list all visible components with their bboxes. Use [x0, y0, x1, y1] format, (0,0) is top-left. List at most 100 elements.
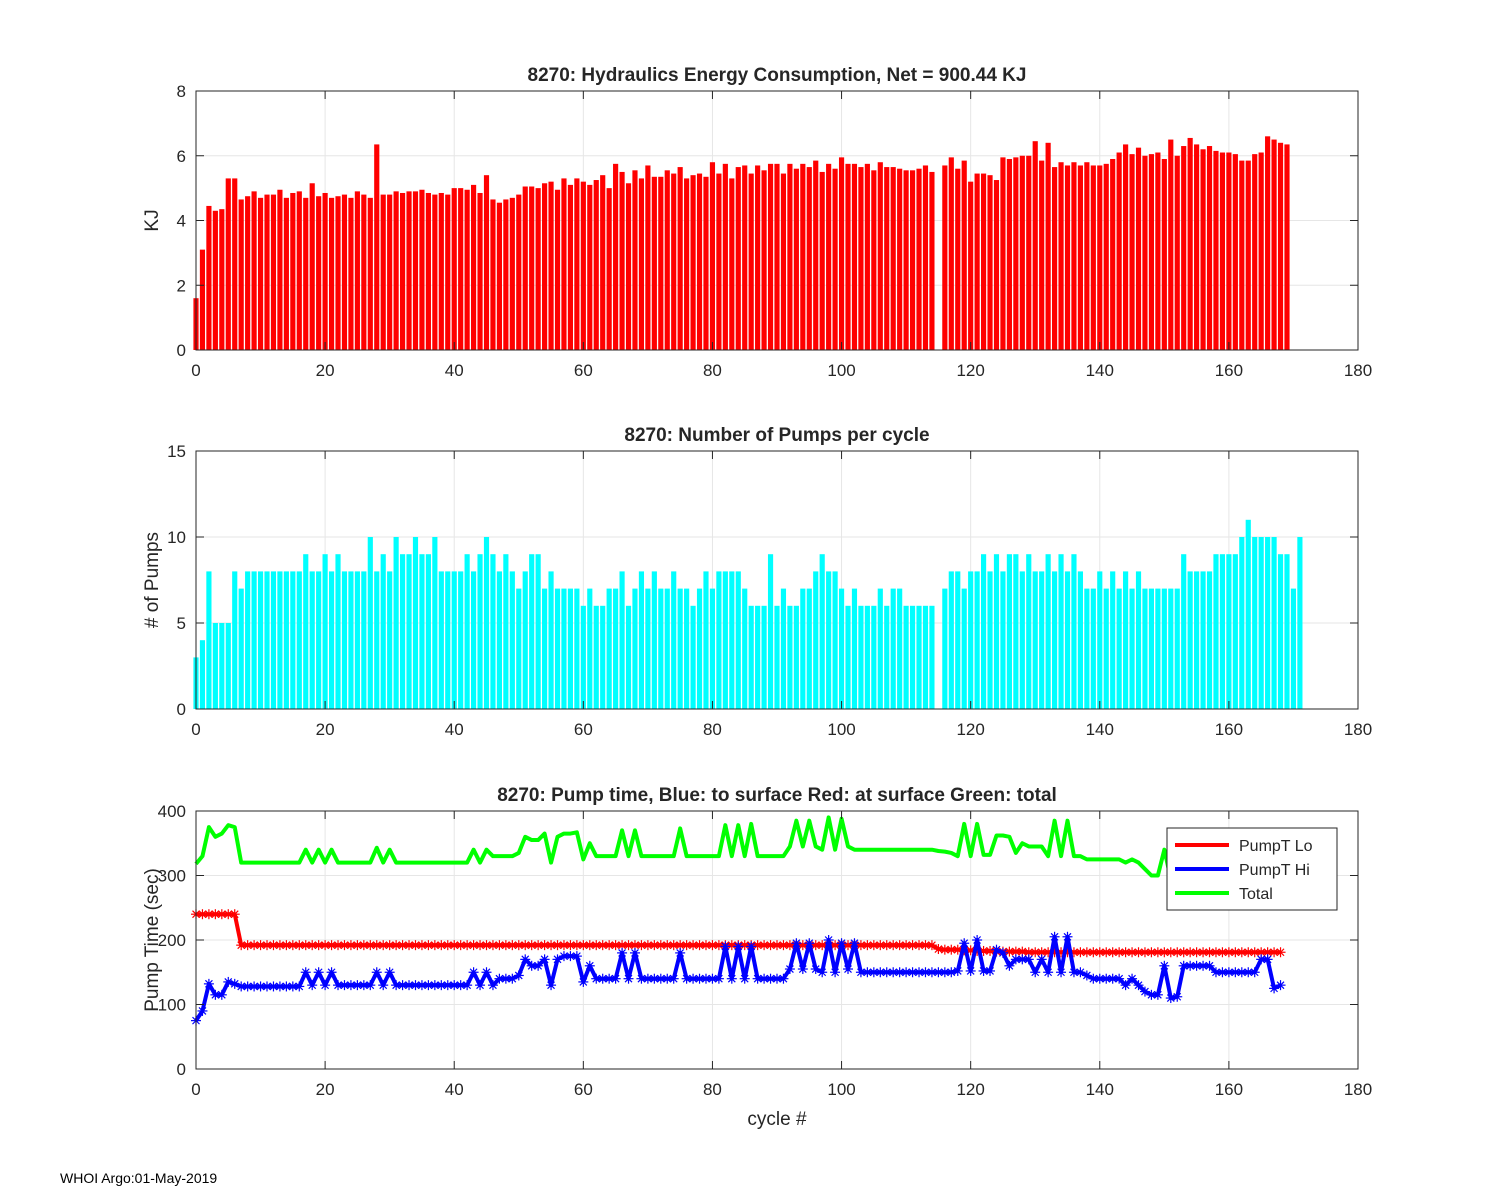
energy-x-tick-label: 180	[1344, 361, 1372, 380]
pumpt-hi-point	[1262, 954, 1273, 965]
pumps-bar	[483, 537, 490, 709]
pumpt-hi-point	[300, 967, 311, 978]
pumps-bar	[1258, 537, 1264, 709]
pumpt-hi-point	[720, 941, 731, 952]
pumps-chart: 0 20 40 60 80 100 120 140 160 180 0 5 10 15 8270: Num…	[142, 425, 1372, 739]
pumpt-hi-point	[952, 965, 963, 976]
pump-time-y-tick-label: 400	[158, 802, 186, 821]
pumpt-hi-point	[1133, 980, 1144, 991]
pumpt-hi-point	[533, 960, 544, 971]
pumps-bar	[290, 571, 296, 709]
energy-bar	[554, 189, 561, 350]
pumps-bar	[613, 588, 619, 709]
pumps-bar	[722, 571, 728, 709]
pumps-bar	[806, 588, 812, 709]
energy-bar	[199, 249, 206, 350]
pumps-bar	[1084, 588, 1090, 709]
energy-bar	[916, 168, 922, 350]
pumps-bar	[838, 588, 845, 709]
pumpt-lo-point	[1230, 947, 1241, 958]
pumps-bar	[729, 571, 735, 709]
energy-bar	[1168, 139, 1174, 350]
energy-y-tick-label: 6	[177, 147, 186, 166]
energy-bar	[587, 184, 593, 350]
pumps-bar	[1110, 571, 1116, 709]
pumpt-lo-point	[1088, 947, 1099, 958]
energy-bar	[1097, 165, 1103, 350]
energy-bar	[877, 162, 883, 350]
pumps-x-tick-label: 100	[827, 720, 855, 739]
pumps-bar	[942, 588, 948, 709]
pumpt-lo-point	[1107, 947, 1118, 958]
energy-y-tick-label: 8	[177, 82, 186, 101]
legend-box	[1166, 827, 1338, 911]
pumpt-hi-point	[1249, 967, 1260, 978]
energy-x-tick-label: 160	[1215, 361, 1243, 380]
pumps-bar	[1187, 571, 1193, 709]
pumpt-hi-point	[216, 989, 227, 1000]
energy-bar	[1058, 162, 1064, 350]
pumpt-hi-point	[623, 973, 634, 984]
energy-bar	[748, 173, 754, 350]
energy-bar	[909, 170, 916, 350]
pumps-bar	[554, 588, 561, 709]
pumpt-hi-point	[203, 978, 214, 989]
pumpt-hi-point	[985, 965, 996, 976]
pumps-bar	[1123, 571, 1129, 709]
pumpt-hi-point	[520, 954, 531, 965]
pumps-bar	[780, 588, 787, 709]
pumpt-hi-point	[1049, 931, 1060, 942]
pumpt-hi-point	[1204, 960, 1215, 971]
pumps-bar	[948, 571, 954, 709]
pumps-bar	[264, 571, 270, 709]
pumpt-hi-point	[345, 980, 356, 991]
pumpt-lo-point	[1081, 947, 1092, 958]
energy-bar	[968, 181, 974, 350]
pumps-bar	[619, 571, 625, 709]
energy-chart: 0 20 40 60 80 100 120 140 160 180 0 2 4 6 8 8270: Hydr…	[142, 65, 1372, 380]
pumps-bar	[412, 537, 419, 709]
pumps-bar	[361, 571, 367, 709]
pumps-bar	[399, 554, 406, 709]
energy-bar	[793, 168, 799, 350]
energy-bar	[374, 144, 380, 350]
pumps-bar	[1213, 554, 1219, 709]
pump-time-x-tick-label: 180	[1344, 1080, 1372, 1099]
pumps-bar	[380, 554, 386, 709]
energy-bar	[819, 171, 825, 350]
pumps-bar	[257, 571, 264, 709]
pumps-bar	[709, 588, 716, 709]
energy-bar	[787, 163, 793, 350]
energy-bar	[1258, 152, 1264, 350]
energy-bar	[1064, 165, 1071, 350]
energy-bar	[567, 184, 574, 350]
energy-bar	[580, 181, 586, 350]
energy-x-tick-label: 80	[703, 361, 722, 380]
pumps-bar	[916, 605, 922, 709]
energy-bar	[1116, 152, 1122, 350]
pump-time-y-tick-label: 100	[158, 996, 186, 1015]
energy-bar	[425, 192, 431, 350]
energy-bar	[309, 183, 315, 350]
energy-bar	[1219, 152, 1226, 350]
pumps-bar	[742, 588, 748, 709]
pumpt-lo-point	[759, 940, 770, 951]
pumps-bar	[374, 571, 380, 709]
pumpt-hi-point	[539, 954, 550, 965]
pumps-bar	[651, 571, 657, 709]
pumpt-hi-point	[507, 973, 518, 984]
pumps-bar	[1090, 588, 1096, 709]
pumpt-hi-point	[436, 980, 447, 991]
pumpt-lo-point	[1191, 947, 1202, 958]
pumpt-lo-point	[1275, 947, 1286, 958]
pumpt-hi-point	[862, 967, 873, 978]
pumps-bar	[522, 571, 528, 709]
energy-bar	[354, 191, 360, 350]
energy-bar	[1213, 150, 1219, 350]
pumps-bar	[283, 571, 289, 709]
pumpt-hi-point	[1127, 973, 1138, 984]
pumps-bar	[593, 605, 599, 709]
energy-bar	[477, 192, 483, 350]
pumps-bar	[929, 605, 935, 709]
pumpt-hi-point	[384, 967, 395, 978]
